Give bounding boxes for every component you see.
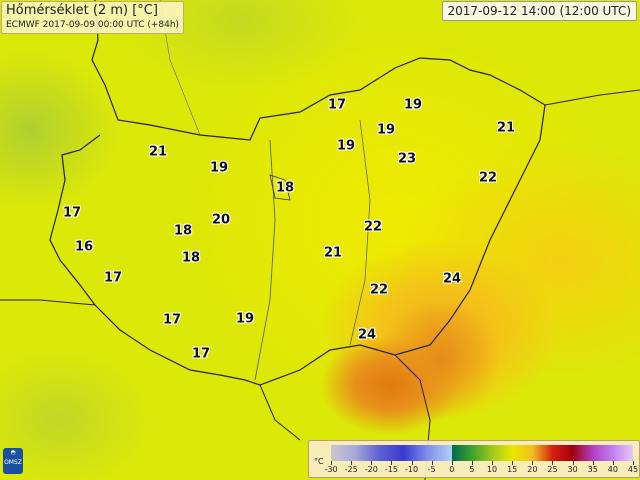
temperature-label: 22 [363, 219, 383, 235]
temperature-label: 19 [235, 311, 255, 327]
temperature-label: 24 [357, 327, 377, 343]
legend-tick-label: 0 [449, 465, 455, 474]
legend-tick [552, 461, 554, 465]
legend-tick-label: -15 [384, 465, 398, 474]
temperature-label: 21 [496, 120, 516, 136]
legend-tick-label: 25 [547, 465, 558, 474]
legend-tick-label: -30 [324, 465, 338, 474]
legend-tick-label: -5 [427, 465, 436, 474]
legend-tick [411, 461, 413, 465]
temperature-label: 19 [403, 97, 423, 113]
legend-tick-label: 5 [469, 465, 475, 474]
temperature-label: 18 [275, 180, 295, 196]
color-legend: °C -30 -25 -20 -15 -10 -5 0 5 10 15 20 25 30 35 40 45 [308, 440, 640, 478]
model-run: ECMWF 2017-09-09 00:00 UTC (+84h) [6, 20, 180, 30]
temperature-label: 19 [336, 138, 356, 154]
map-title-box: Hőmérséklet (2 m) [°C] ECMWF 2017-09-09 … [1, 1, 185, 34]
legend-tick-label: 20 [527, 465, 538, 474]
legend-tick [592, 461, 594, 465]
temperature-label: 20 [211, 212, 231, 228]
legend-tick-label: 45 [627, 465, 639, 474]
legend-tick [492, 461, 494, 465]
temperature-label: 21 [323, 245, 343, 261]
valid-time: 2017-09-12 14:00 (12:00 UTC) [441, 1, 637, 21]
temperature-label: 18 [181, 250, 201, 266]
legend-tick [512, 461, 514, 465]
temperature-label: 17 [103, 270, 123, 286]
temperature-label: 23 [397, 151, 417, 167]
legend-tick [331, 461, 332, 465]
legend-tick-label: -25 [344, 465, 358, 474]
legend-tick [471, 461, 473, 465]
legend-tick-label: 10 [486, 465, 498, 474]
temperature-label: 19 [376, 122, 396, 138]
legend-tick [371, 461, 373, 465]
legend-tick-label: -20 [364, 465, 378, 474]
temperature-label: 24 [442, 271, 462, 287]
legend-tick-label: 40 [607, 465, 618, 474]
temperature-label: 22 [369, 282, 389, 298]
legend-tick [633, 461, 634, 465]
legend-tick [532, 461, 534, 465]
legend-tick [451, 461, 453, 465]
temperature-label: 17 [327, 97, 347, 113]
legend-tick-label: 35 [587, 465, 598, 474]
map-title: Hőmérséklet (2 m) [°C] [6, 3, 158, 18]
legend-tick [351, 461, 353, 465]
legend-tick [431, 461, 433, 465]
temperature-label: 22 [478, 170, 498, 186]
temperature-label: 19 [209, 160, 229, 176]
legend-tick-label: -10 [404, 465, 419, 474]
legend-unit: °C [314, 457, 324, 466]
legend-tick-label: 30 [567, 465, 578, 474]
temperature-label: 21 [148, 144, 168, 160]
legend-tick [612, 461, 614, 465]
legend-tick [572, 461, 574, 465]
temperature-label: 16 [74, 239, 94, 255]
temperature-label: 18 [173, 223, 193, 239]
temperature-label: 17 [191, 346, 211, 362]
legend-tick-label: 15 [507, 465, 518, 474]
temperature-label: 17 [62, 205, 82, 221]
legend-tick [391, 461, 393, 465]
temperature-label: 17 [162, 312, 182, 328]
omsz-logo: ◓ OMSZ [3, 448, 23, 474]
colorbar [331, 445, 633, 461]
